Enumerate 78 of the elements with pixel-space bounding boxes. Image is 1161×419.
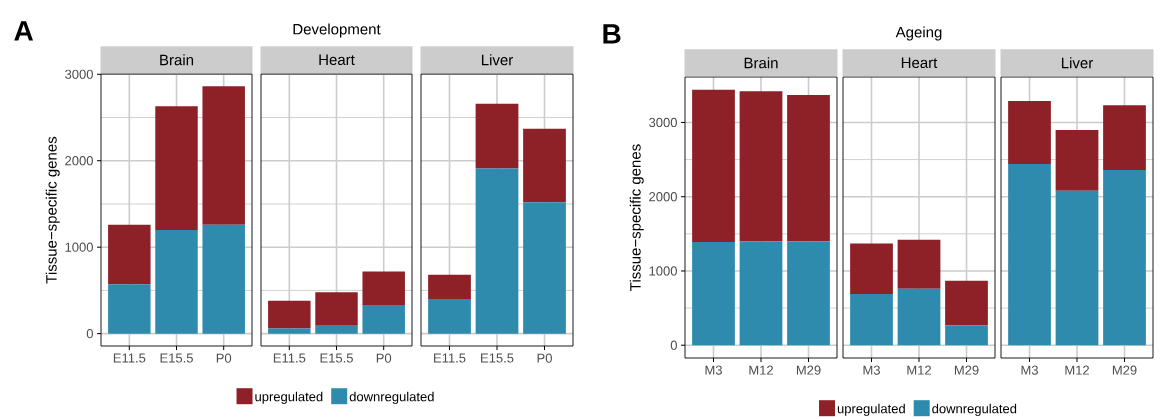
chart-subtitle: Liver [1061,57,1093,69]
legend-label: downregulated [349,391,434,405]
x-tick-label: M29 [796,365,821,375]
x-tick-label: E15.5 [320,353,353,363]
bar [268,328,311,334]
bar [108,224,151,285]
bar [523,202,566,334]
x-tick-label: P0 [376,353,392,363]
legend-label: upregulated [837,403,905,417]
bar [850,294,893,346]
bar [523,128,566,203]
x-tick-label: M29 [954,365,979,375]
bar [155,230,198,334]
bar [155,106,198,231]
chart-subtitle: Heart [901,57,938,69]
y-tick-label: 0 [670,340,677,350]
y-tick-label: 2000 [649,192,677,202]
bar [268,300,311,329]
legend-label: upregulated [255,391,323,405]
bar [1055,190,1099,346]
bar [202,224,245,334]
chart-subtitle: Brain [744,57,778,69]
x-tick-label: M3 [1021,365,1038,375]
x-tick-label: M3 [863,365,880,375]
bar [362,271,405,306]
y-tick-label: 1000 [649,266,677,276]
bar [202,86,245,225]
bar [1103,170,1146,346]
chart-subtitle: Liver [481,54,513,66]
bar [475,103,519,169]
chart-title: Ageing [895,26,942,41]
chart-subtitle: Heart [319,54,355,66]
x-tick-label: M12 [907,365,931,375]
x-tick-label: P0 [216,353,232,363]
text: A [14,21,34,41]
bar [315,326,358,334]
bar [315,292,358,327]
y-tick-label: 0 [86,329,93,339]
bar [739,91,783,242]
bar [1008,164,1051,346]
y-tick-label: 3000 [65,69,93,80]
text: B [603,24,621,44]
x-tick-label: E11.5 [113,353,146,363]
bar [945,325,988,346]
x-tick-label: E15.5 [481,353,514,363]
y-tick-label: 3000 [649,118,677,128]
bar [108,284,151,334]
bar [897,288,941,346]
bar [787,95,830,242]
bar [897,239,941,289]
bar [1055,130,1099,191]
bar [787,241,830,346]
chart-subtitle: Brain [160,54,194,66]
bar [428,275,471,300]
bar [692,89,735,243]
y-tick-label: 2000 [65,156,93,166]
chart-title: Development [293,23,381,38]
bar [850,243,893,295]
x-tick-label: E11.5 [273,353,306,363]
x-tick-label: P0 [537,353,552,363]
x-tick-label: M12 [749,365,773,375]
bar [945,280,988,326]
x-tick-label: E15.5 [160,353,193,363]
x-tick-label: M12 [1065,365,1089,375]
y-axis-title: Tissue−specific genes [45,137,60,284]
bar [739,241,783,346]
bar [428,299,471,334]
bar [475,168,519,334]
bar [692,242,735,346]
x-tick-label: E11.5 [434,353,466,363]
x-tick-label: M29 [1112,365,1137,375]
bar [362,305,405,334]
y-axis-title: Tissue−specific genes [629,144,644,292]
legend-label: downregulated [932,403,1017,417]
bar [1008,101,1051,165]
x-tick-label: M3 [705,365,722,375]
y-tick-label: 1000 [65,242,93,252]
bar [1103,105,1146,171]
